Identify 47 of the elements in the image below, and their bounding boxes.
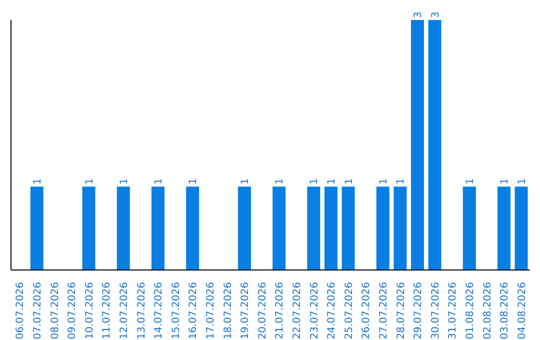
x-tick-label: 04.08.2026 bbox=[516, 282, 528, 340]
x-tick-label: 11.07.2026 bbox=[102, 282, 113, 340]
x-tick-label: 22.07.2026 bbox=[292, 282, 303, 340]
x-tick-label: 18.07.2026 bbox=[222, 282, 234, 340]
x-tick-label: 21.07.2026 bbox=[274, 282, 286, 340]
x-tick-label: 27.07.2026 bbox=[378, 282, 390, 340]
x-tick-label: 23.07.2026 bbox=[309, 282, 320, 340]
data-label: 3 bbox=[412, 12, 424, 18]
x-tick-label: 09.07.2026 bbox=[67, 282, 78, 340]
x-tick-label: 30.07.2026 bbox=[430, 282, 442, 340]
data-label: 1 bbox=[274, 178, 286, 185]
x-tick-label: 25.07.2026 bbox=[344, 282, 355, 340]
data-label: 1 bbox=[378, 178, 390, 185]
x-tick-label: 08.07.2026 bbox=[50, 282, 61, 340]
data-label: 3 bbox=[430, 12, 442, 18]
x-tick-label: 19.07.2026 bbox=[240, 282, 252, 340]
data-label: 1 bbox=[499, 178, 510, 185]
x-tick-label: 13.07.2026 bbox=[136, 282, 148, 340]
x-tick-label: 02.08.2026 bbox=[482, 282, 494, 340]
x-tick-label: 03.08.2026 bbox=[500, 282, 511, 340]
data-label: 1 bbox=[240, 178, 251, 185]
x-tick-label: 17.07.2026 bbox=[205, 282, 216, 340]
data-label: 1 bbox=[153, 178, 164, 185]
data-label: 1 bbox=[516, 178, 528, 185]
x-tick-label: 01.08.2026 bbox=[464, 282, 476, 340]
data-label: 1 bbox=[326, 178, 338, 185]
data-label: 1 bbox=[32, 178, 44, 185]
x-tick-label: 24.07.2026 bbox=[326, 282, 338, 340]
data-label: 1 bbox=[464, 178, 476, 185]
x-tick-label: 26.07.2026 bbox=[361, 282, 372, 340]
x-tick-label: 07.07.2026 bbox=[32, 282, 44, 340]
data-label: 1 bbox=[84, 178, 96, 185]
x-tick-label: 06.07.2026 bbox=[15, 282, 26, 340]
x-tick-label: 28.07.2026 bbox=[396, 282, 407, 340]
x-tick-label: 31.07.2026 bbox=[448, 282, 459, 340]
x-tick-label: 10.07.2026 bbox=[84, 282, 96, 340]
x-tick-label: 15.07.2026 bbox=[170, 282, 182, 340]
x-tick-label: 14.07.2026 bbox=[154, 282, 165, 340]
data-label: 1 bbox=[188, 178, 200, 185]
data-label: 1 bbox=[396, 178, 407, 185]
x-tick-label: 12.07.2026 bbox=[118, 282, 130, 340]
x-tick-label: 29.07.2026 bbox=[413, 282, 424, 340]
x-tick-label: 16.07.2026 bbox=[188, 282, 200, 340]
data-label: 1 bbox=[309, 178, 320, 185]
data-label: 1 bbox=[344, 178, 355, 185]
data-label: 1 bbox=[118, 178, 130, 185]
x-tick-label: 20.07.2026 bbox=[257, 282, 268, 340]
